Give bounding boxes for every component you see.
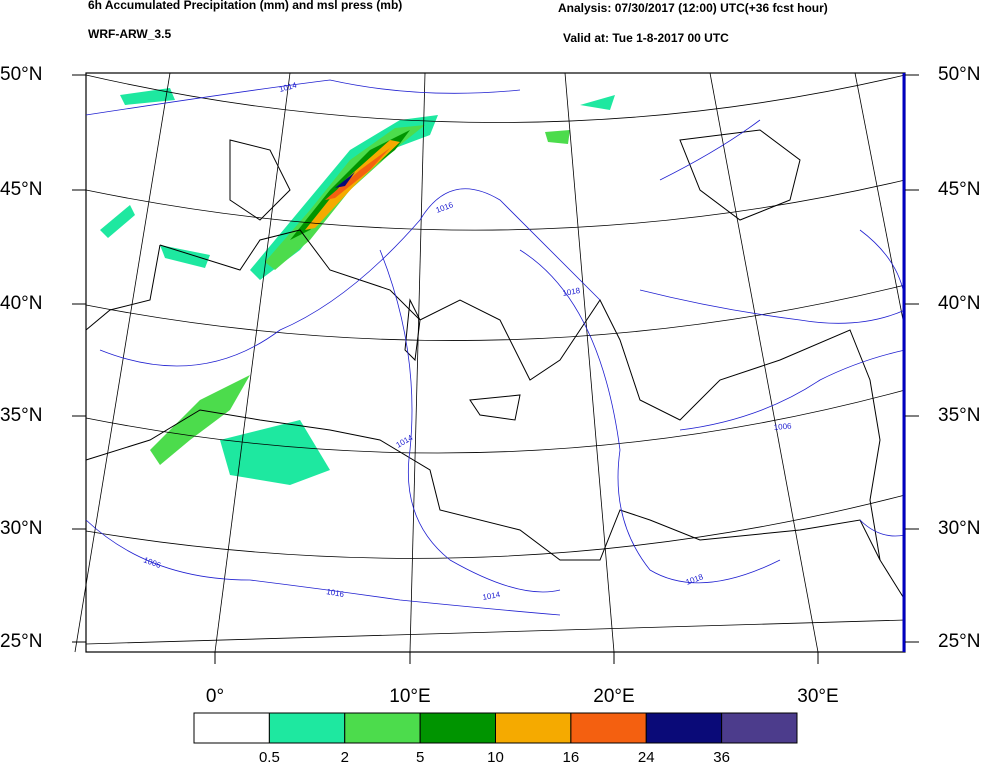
colorbar-label: 5 bbox=[416, 749, 424, 766]
valid-time: Valid at: Tue 1-8-2017 00 UTC bbox=[563, 31, 729, 45]
latitude-labels: 50°N 50°N 45°N 45°N 40°N 40°N 35°N 35°N 30°N 30°N… bbox=[0, 64, 980, 652]
colorbar-label: 36 bbox=[713, 749, 730, 766]
lat-label-left: 45°N bbox=[0, 179, 42, 200]
lon-label: 10°E bbox=[389, 686, 430, 707]
colorbar-label: 0.5 bbox=[259, 749, 280, 766]
model: WRF-ARW_3.5 bbox=[88, 27, 171, 41]
lat-label-right: 25°N bbox=[938, 631, 980, 652]
colorbar-box bbox=[419, 712, 496, 744]
colorbar-box bbox=[193, 712, 270, 744]
colorbar-box bbox=[570, 712, 647, 744]
map-frame bbox=[85, 72, 906, 653]
map-area: 1014 1016 1018 1014 1014 1016 1006 1018 … bbox=[74, 72, 906, 653]
isobar-label: 1018 bbox=[562, 286, 582, 298]
graticule bbox=[74, 72, 906, 653]
colorbar-box bbox=[495, 712, 572, 744]
lat-label-right: 45°N bbox=[938, 179, 980, 200]
lat-label-left: 35°N bbox=[0, 405, 42, 426]
precipitation bbox=[100, 88, 615, 485]
lat-label-left: 25°N bbox=[0, 631, 42, 652]
lon-label: 30°E bbox=[797, 686, 838, 707]
lat-label-left: 40°N bbox=[0, 293, 42, 314]
colorbar-box bbox=[645, 712, 723, 744]
colorbar-box bbox=[344, 712, 421, 744]
colorbar-label: 2 bbox=[341, 749, 349, 766]
lon-label: 0° bbox=[206, 686, 224, 707]
colorbar-label: 24 bbox=[638, 749, 655, 766]
isobar-label: 1014 bbox=[482, 590, 502, 602]
isobar-label: 1006 bbox=[773, 421, 792, 432]
colorbar: 0.5 2 5 10 16 24 36 bbox=[193, 712, 798, 766]
lon-label: 20°E bbox=[593, 686, 634, 707]
lat-label-right: 30°N bbox=[938, 518, 980, 539]
lat-label-left: 30°N bbox=[0, 518, 42, 539]
lat-label-right: 35°N bbox=[938, 405, 980, 426]
colorbar-box bbox=[268, 712, 346, 744]
analysis: Analysis: 07/30/2017 (12:00) UTC(+36 fcs… bbox=[558, 1, 828, 15]
lat-label-right: 50°N bbox=[938, 64, 980, 85]
title: 6h Accumulated Precipitation (mm) and ms… bbox=[88, 0, 402, 12]
isobar-label: 1016 bbox=[326, 587, 346, 599]
colorbar-label: 16 bbox=[563, 749, 580, 766]
lat-label-right: 40°N bbox=[938, 293, 980, 314]
colorbar-box bbox=[721, 712, 798, 744]
colorbar-label: 10 bbox=[487, 749, 504, 766]
longitude-labels: 0° 10°E 20°E 30°E bbox=[206, 652, 839, 707]
lat-label-left: 50°N bbox=[0, 64, 42, 85]
